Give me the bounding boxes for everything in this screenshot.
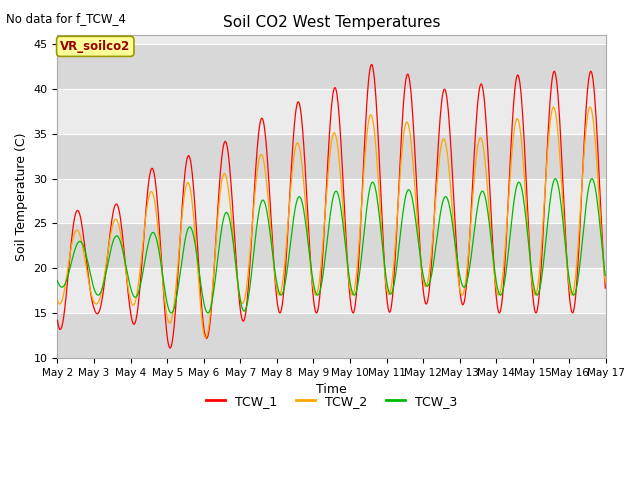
TCW_1: [602, 285, 609, 291]
Bar: [58, 44, 606, 89]
TCW_3: [551, 176, 559, 181]
TCW_1: [415, 234, 423, 240]
TCW_3: [176, 271, 184, 276]
TCW_3: [63, 275, 71, 281]
TCW_3: [602, 273, 609, 278]
TCW_2: [415, 236, 422, 241]
Line: TCW_1: TCW_1: [58, 64, 605, 348]
Bar: [58, 224, 606, 268]
Text: VR_soilco2: VR_soilco2: [60, 40, 131, 53]
TCW_1: [63, 281, 71, 287]
X-axis label: Time: Time: [316, 383, 347, 396]
TCW_2: [202, 335, 209, 340]
TCW_2: [399, 142, 406, 147]
Line: TCW_3: TCW_3: [58, 179, 605, 313]
TCW_2: [550, 104, 557, 110]
TCW_3: [54, 278, 61, 284]
TCW_2: [175, 244, 183, 250]
TCW_2: [54, 297, 61, 303]
TCW_1: [166, 345, 174, 351]
TCW_1: [54, 317, 61, 323]
Title: Soil CO2 West Temperatures: Soil CO2 West Temperatures: [223, 15, 440, 30]
TCW_2: [602, 279, 609, 285]
Bar: [58, 134, 606, 179]
TCW_3: [399, 213, 406, 218]
Y-axis label: Soil Temperature (C): Soil Temperature (C): [15, 132, 28, 261]
TCW_2: [205, 322, 213, 327]
Text: No data for f_TCW_4: No data for f_TCW_4: [6, 12, 126, 25]
TCW_2: [63, 269, 71, 275]
TCW_3: [205, 309, 213, 315]
TCW_1: [120, 244, 127, 250]
Legend: TCW_1, TCW_2, TCW_3: TCW_1, TCW_2, TCW_3: [202, 390, 462, 413]
Line: TCW_2: TCW_2: [58, 107, 605, 337]
TCW_3: [167, 310, 175, 316]
TCW_1: [205, 327, 213, 333]
TCW_1: [176, 237, 184, 242]
TCW_2: [120, 252, 127, 258]
TCW_3: [415, 241, 422, 247]
TCW_1: [399, 102, 407, 108]
Bar: [58, 313, 606, 358]
TCW_1: [367, 61, 375, 67]
TCW_3: [120, 252, 127, 258]
